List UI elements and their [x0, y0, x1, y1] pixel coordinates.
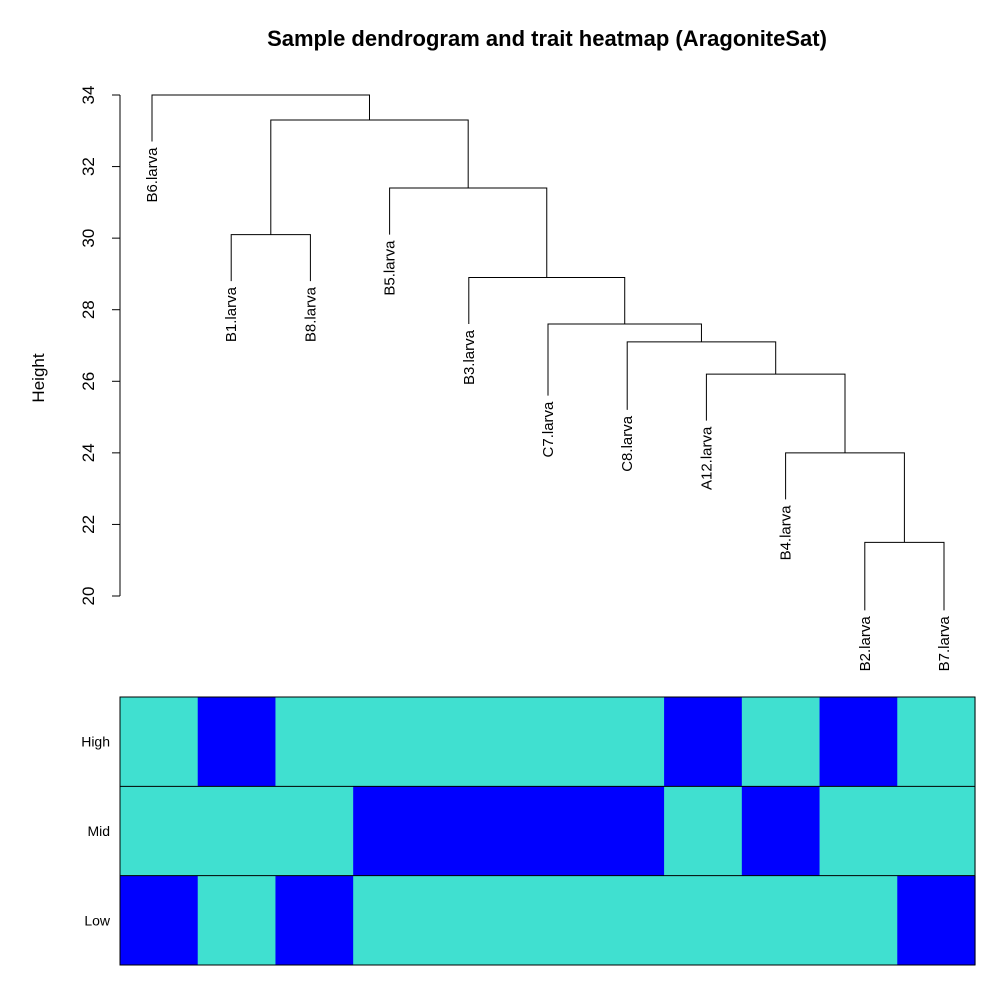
y-tick-label: 28 — [79, 300, 98, 319]
leaf-label: B8.larva — [302, 286, 319, 342]
dendrogram-branch — [270, 119, 469, 235]
leaf-labels: B6.larva B1.larva B8.larva B5.larva B3.larva… — [144, 147, 953, 671]
leaf-label: B5.larva — [382, 240, 399, 296]
leaf-label: B2.larva — [857, 616, 874, 672]
y-tick-label: 26 — [79, 372, 98, 391]
heatmap-row-labels: High Mid Low — [81, 734, 111, 929]
y-axis: 20 22 24 26 28 30 32 34 — [79, 86, 121, 606]
heatmap-cell — [430, 697, 510, 787]
heatmap-cell — [197, 786, 277, 876]
heatmap-border — [119, 696, 976, 966]
dendrogram-branch — [864, 541, 945, 611]
heatmap-cell — [120, 786, 199, 876]
heatmap-cell — [275, 697, 354, 787]
y-tick-label: 22 — [79, 515, 98, 534]
heatmap-cell — [430, 786, 510, 876]
chart-title: Sample dendrogram and trait heatmap (Ara… — [267, 26, 827, 51]
heatmap-row-label: Low — [84, 912, 111, 928]
y-tick-label: 24 — [79, 443, 98, 462]
dendrogram-branch — [151, 94, 370, 142]
leaf-label: A12.larva — [698, 426, 715, 490]
heatmap-cell — [430, 875, 510, 965]
heatmap-cell — [819, 875, 898, 965]
dendrogram — [151, 94, 945, 611]
heatmap-cell — [275, 786, 354, 876]
heatmap-cell — [586, 697, 665, 787]
heatmap-cell — [741, 786, 821, 876]
leaf-label: B7.larva — [936, 616, 953, 672]
heatmap-cell — [508, 875, 587, 965]
heatmap-cell — [353, 875, 432, 965]
heatmap-cell — [819, 786, 898, 876]
heatmap-row-label: High — [81, 734, 110, 750]
y-tick-label: 34 — [79, 86, 98, 105]
trait-heatmap — [119, 696, 976, 966]
y-tick-label: 30 — [79, 229, 98, 248]
leaf-label: B3.larva — [461, 329, 478, 385]
heatmap-cell — [353, 786, 432, 876]
heatmap-cell — [508, 697, 587, 787]
leaf-label: B6.larva — [144, 147, 161, 203]
dendrogram-branch — [626, 341, 777, 410]
dendrogram-branch — [547, 323, 702, 396]
heatmap-cell — [508, 786, 587, 876]
heatmap-cell — [586, 875, 665, 965]
heatmap-cell — [353, 697, 432, 787]
heatmap-cell — [897, 697, 976, 787]
leaf-label: B4.larva — [778, 505, 795, 561]
heatmap-cell — [197, 697, 277, 787]
dendrogram-branch — [705, 373, 846, 453]
heatmap-cell — [120, 697, 199, 787]
heatmap-cell — [664, 697, 743, 787]
heatmap-cell — [197, 875, 277, 965]
heatmap-cell — [897, 786, 976, 876]
y-tick-label: 32 — [79, 157, 98, 176]
leaf-label: C7.larva — [540, 401, 557, 458]
heatmap-cell — [897, 875, 976, 965]
heatmap-cell — [819, 697, 898, 787]
heatmap-cell — [120, 875, 199, 965]
heatmap-cell — [664, 875, 743, 965]
heatmap-cell — [275, 875, 354, 965]
dendrogram-branch — [785, 452, 905, 543]
dendrogram-branch — [468, 277, 626, 325]
heatmap-cell — [741, 875, 821, 965]
leaf-label: B1.larva — [223, 286, 240, 342]
heatmap-cell — [586, 786, 665, 876]
heatmap-cell — [741, 697, 821, 787]
y-tick-label: 20 — [79, 587, 98, 606]
dendrogram-branch — [389, 187, 548, 278]
dendrogram-branch — [230, 234, 311, 282]
y-axis-label: Height — [29, 353, 48, 402]
leaf-label: C8.larva — [619, 415, 636, 472]
heatmap-cell — [664, 786, 743, 876]
heatmap-row-label: Mid — [87, 823, 110, 839]
